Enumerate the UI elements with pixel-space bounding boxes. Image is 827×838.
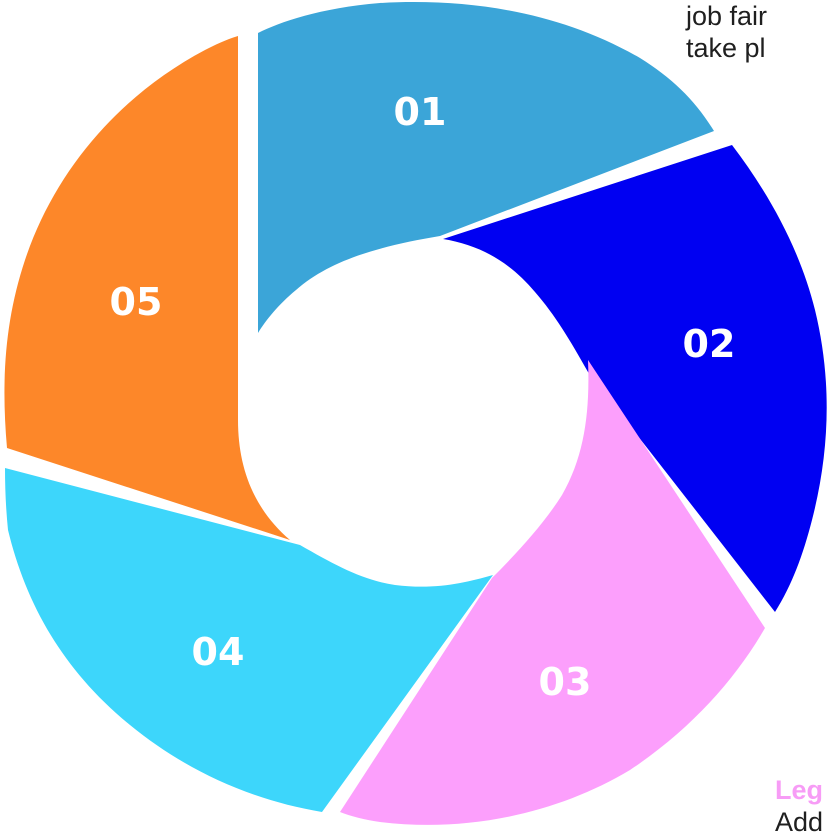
segment-01 xyxy=(258,2,714,334)
segment-03 xyxy=(340,360,765,825)
segment-05 xyxy=(4,36,291,540)
segment-label-04: 04 xyxy=(192,630,245,674)
top-note-line-2: take pl xyxy=(686,33,766,63)
legend-text: Add xyxy=(775,807,824,837)
segment-04 xyxy=(5,468,493,812)
segment-label-05: 05 xyxy=(110,280,163,324)
legend-title: Leg xyxy=(775,775,824,805)
segment-label-02: 02 xyxy=(683,322,736,366)
legend-block: Leg Add xyxy=(775,774,823,838)
top-note: job fair take pl xyxy=(686,0,767,64)
segment-label-03: 03 xyxy=(539,660,592,704)
segment-02 xyxy=(443,145,827,612)
segment-label-01: 01 xyxy=(394,90,447,134)
top-note-line-1: job fair xyxy=(686,1,768,31)
